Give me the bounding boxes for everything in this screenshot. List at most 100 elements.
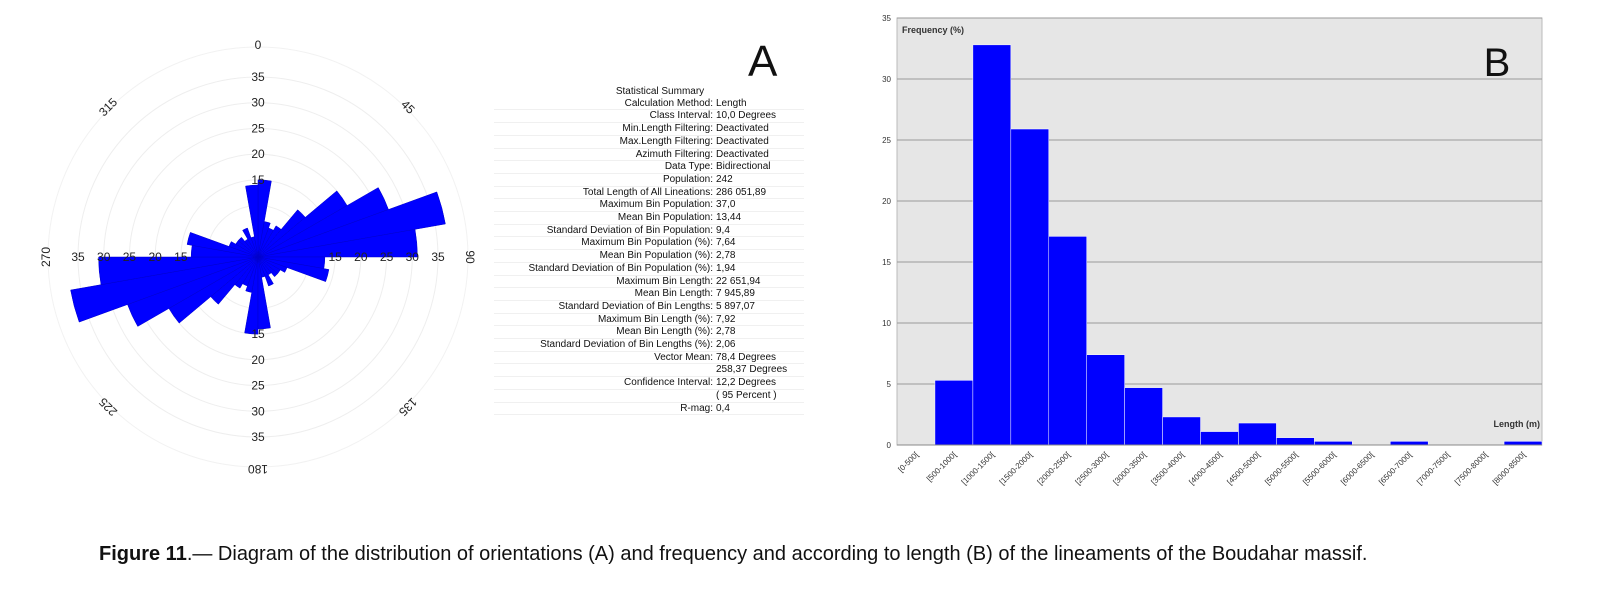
rose-bar xyxy=(257,229,418,258)
y-tick-label: 0 xyxy=(887,441,892,450)
stats-row: Population: 242 xyxy=(494,174,804,187)
stats-value: 286 051,89 xyxy=(716,186,767,198)
rose-direction-label: 180 xyxy=(248,462,268,476)
rose-ring-label: 15 xyxy=(251,327,265,341)
rose-direction-label: 225 xyxy=(96,395,120,419)
stats-row: Vector Mean: 78,4 Degrees xyxy=(494,352,804,365)
stats-label: Standard Deviation of Bin Population (%)… xyxy=(528,262,713,274)
stats-value: 37,0 xyxy=(716,199,736,211)
stats-value: Deactivated xyxy=(716,148,769,160)
rose-ring-label: 20 xyxy=(354,250,368,264)
y-tick-label: 5 xyxy=(887,380,892,389)
stats-label: Population: xyxy=(662,173,713,185)
stats-row: Calculation Method: Length xyxy=(494,98,804,111)
rose-ring-labels: 15 15 15 15 20 20 20 20 25 25 25 25 30 30 30 30 35 35 35 35 xyxy=(71,70,445,444)
x-tick-label: [4500-5000[ xyxy=(1225,450,1262,487)
stats-row: R-mag: 0,4 xyxy=(494,403,804,416)
x-tick-label: [6500-7000[ xyxy=(1377,450,1414,487)
stats-title: Statistical Summary xyxy=(615,86,705,97)
stats-label: Class Interval: xyxy=(649,110,713,122)
histogram-bar xyxy=(1048,236,1087,446)
stats-row: Standard Deviation of Bin Population (%)… xyxy=(494,263,804,276)
rose-direction-label: 270 xyxy=(39,247,53,267)
rose-bar xyxy=(257,256,274,287)
histogram-bar xyxy=(1086,354,1125,446)
rose-ring-label: 25 xyxy=(123,250,137,264)
stats-row: Max.Length Filtering: Deactivated xyxy=(494,136,804,149)
histogram-bar xyxy=(1010,128,1050,446)
stats-label: Azimuth Filtering: xyxy=(635,148,713,160)
stats-row: Maximum Bin Length (%): 7,92 xyxy=(494,314,804,327)
rose-ring xyxy=(77,76,439,438)
stats-rows: Calculation Method: Length Class Interval:… xyxy=(494,98,804,416)
x-tick-label: [8000-8500[ xyxy=(1491,450,1528,487)
rose-ring-label: 35 xyxy=(251,70,265,84)
rose-bar xyxy=(257,256,279,278)
x-tick-label: [6000-6500[ xyxy=(1339,450,1376,487)
caption-label: Figure 11 xyxy=(99,543,187,565)
x-tick-label: [2000-2500[ xyxy=(1036,450,1073,487)
rose-direction-label: 0 xyxy=(255,38,262,52)
stats-value: 2,06 xyxy=(716,339,736,351)
stats-row: Standard Deviation of Bin Population: 9,4 xyxy=(494,225,804,238)
histogram-bar xyxy=(934,380,974,446)
stats-row: Maximum Bin Population: 37,0 xyxy=(494,199,804,213)
histogram-bar xyxy=(1238,422,1277,446)
stats-row: ( 95 Percent ) xyxy=(494,390,804,403)
stats-row: Data Type: Bidirectional xyxy=(494,161,804,174)
rose-bars xyxy=(70,179,446,335)
stats-value: 12,2 Degrees xyxy=(716,377,777,389)
rose-ring-label: 30 xyxy=(251,404,265,418)
y-tick-label: 25 xyxy=(882,136,891,145)
stats-value: 7 945,89 xyxy=(716,288,755,300)
stats-value: Bidirectional xyxy=(716,161,771,173)
rose-ring-label: 25 xyxy=(251,379,265,393)
stats-value: 5 897,07 xyxy=(716,300,755,312)
rose-ring-label: 35 xyxy=(431,250,445,264)
stats-value: 242 xyxy=(716,173,733,185)
x-tick-label: [7000-7500[ xyxy=(1415,450,1452,487)
stats-row: Mean Bin Population: 13,44 xyxy=(494,212,804,225)
rose-bar xyxy=(228,241,259,258)
stats-value: 7,92 xyxy=(716,313,736,325)
rose-direction-label: 315 xyxy=(96,95,120,119)
statistical-summary: Statistical Summary Calculation Method: L… xyxy=(494,86,804,416)
x-tick-label: [500-1000[ xyxy=(925,450,959,484)
histogram-bar xyxy=(1162,416,1201,446)
stats-row: Standard Deviation of Bin Lengths (%): 2,… xyxy=(494,339,804,352)
histogram-bar xyxy=(972,44,1012,446)
stats-row: Class Interval: 10,0 Degrees xyxy=(494,110,804,124)
stats-label: Standard Deviation of Bin Lengths: xyxy=(558,300,713,312)
rose-diagram-panel: 15 15 15 15 20 20 20 20 25 25 25 25 30 30 30 30 35 35 35 35… xyxy=(0,0,880,530)
y-tick-label: 20 xyxy=(882,197,891,206)
stats-label: Total Length of All Lineations: xyxy=(582,186,713,198)
stats-label: Mean Bin Population: xyxy=(617,212,713,224)
x-tick-label: [1000-1500[ xyxy=(960,450,997,487)
y-tick-labels: 0 5 10 15 20 25 30 35 xyxy=(882,14,891,450)
stats-row: Mean Bin Length: 7 945,89 xyxy=(494,288,804,301)
stats-label: Mean Bin Population (%): xyxy=(599,250,713,262)
rose-ring-label: 15 xyxy=(251,173,265,187)
stats-value: 258,37 Degrees xyxy=(716,364,788,376)
y-tick-label: 10 xyxy=(882,319,891,328)
rose-ring-label: 20 xyxy=(148,250,162,264)
stats-value: 22 651,94 xyxy=(716,275,761,287)
rose-bar xyxy=(245,184,259,258)
stats-row: 258,37 Degrees xyxy=(494,364,804,378)
stats-value: 2,78 xyxy=(716,326,736,338)
rose-bar xyxy=(242,227,259,258)
stats-value: 2,78 xyxy=(716,250,736,262)
rose-ring-label: 15 xyxy=(174,250,188,264)
stats-label: R-mag: xyxy=(680,402,713,414)
stats-value: ( 95 Percent ) xyxy=(716,389,777,401)
x-tick-label: [3000-3500[ xyxy=(1111,450,1148,487)
rose-bar xyxy=(257,191,446,258)
stats-row: Maximum Bin Length: 22 651,94 xyxy=(494,276,804,289)
length-histogram: 0 5 10 15 20 25 30 35 [0-500[[500-1000[[1000-150… xyxy=(882,14,1543,487)
histogram-bar xyxy=(1389,441,1429,446)
stats-label: Mean Bin Length: xyxy=(634,288,713,300)
stats-value: 7,64 xyxy=(716,237,736,249)
x-tick-label: [2500-3000[ xyxy=(1074,450,1111,487)
stats-label: Maximum Bin Length (%): xyxy=(597,313,713,325)
x-tick-label: [0-500[ xyxy=(896,450,921,475)
